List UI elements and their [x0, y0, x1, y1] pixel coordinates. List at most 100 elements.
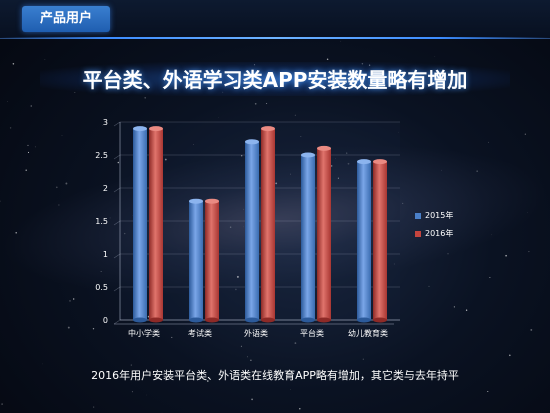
- bar: [261, 128, 275, 320]
- y-tick-label: 2.5: [95, 151, 108, 160]
- star: [299, 408, 301, 410]
- star: [441, 169, 442, 171]
- star: [476, 170, 478, 172]
- star: [488, 141, 489, 143]
- star: [489, 277, 491, 278]
- star: [0, 200, 1, 202]
- star: [428, 285, 430, 287]
- tab-label: 产品用户: [39, 11, 92, 26]
- star: [61, 135, 63, 136]
- star: [330, 165, 333, 167]
- star: [30, 105, 32, 107]
- bar-base: [133, 317, 147, 323]
- legend-label-2015: 2015年: [425, 211, 454, 220]
- star: [9, 127, 12, 129]
- y-tick-label: 2: [103, 184, 108, 193]
- star: [229, 226, 232, 229]
- chart-caption: 2016年用户安装平台类、外语类在线教育APP略有增加，其它类与去年持平: [91, 369, 459, 382]
- star: [347, 162, 350, 165]
- star: [207, 380, 209, 382]
- legend-swatch-2016: [415, 230, 421, 237]
- star: [15, 232, 17, 234]
- bar: [189, 201, 203, 320]
- star: [193, 144, 194, 145]
- star: [55, 186, 58, 189]
- star: [235, 288, 237, 291]
- star: [65, 182, 68, 185]
- bar-top: [357, 159, 371, 165]
- bar-top: [317, 145, 331, 151]
- header-bar: 产品用户: [0, 0, 550, 39]
- legend-swatch-2015: [415, 212, 421, 219]
- star: [164, 158, 167, 161]
- star: [12, 63, 15, 65]
- star: [100, 271, 102, 272]
- star: [67, 326, 70, 329]
- star: [491, 234, 493, 236]
- y-tick-label: 1.5: [95, 217, 108, 226]
- bar: [133, 128, 147, 320]
- bar: [149, 128, 163, 320]
- star: [124, 232, 126, 235]
- bar-top: [245, 139, 259, 145]
- gridline-depth: [113, 154, 121, 160]
- gridline-depth: [113, 319, 121, 325]
- star: [294, 114, 296, 116]
- star: [266, 102, 268, 105]
- star: [275, 182, 278, 185]
- bar-base: [245, 317, 259, 323]
- star: [524, 133, 526, 135]
- bar: [357, 161, 371, 320]
- bar-base: [317, 317, 331, 323]
- star: [326, 58, 329, 60]
- legend-label-2016: 2016年: [425, 229, 454, 238]
- star: [109, 217, 111, 219]
- star: [25, 169, 27, 172]
- star: [1, 403, 3, 405]
- star: [393, 263, 395, 265]
- star: [250, 359, 252, 361]
- star: [171, 336, 173, 338]
- x-tick-label: 幼儿教育类: [348, 328, 388, 338]
- star: [337, 177, 339, 179]
- star: [290, 389, 291, 390]
- star: [243, 208, 245, 210]
- star: [144, 97, 146, 99]
- x-tick-label: 中小学类: [128, 328, 160, 338]
- y-tick-label: 3: [103, 118, 108, 127]
- bar: [373, 161, 387, 320]
- star: [241, 155, 243, 157]
- y-tick-label: 0.5: [95, 283, 108, 292]
- star: [236, 275, 239, 278]
- chart-legend: 2015年 2016年: [415, 210, 453, 246]
- star: [346, 152, 348, 154]
- star: [34, 146, 36, 148]
- bar-base: [205, 317, 219, 323]
- star: [509, 354, 511, 357]
- bar-top: [261, 126, 275, 132]
- star: [335, 158, 336, 159]
- bar-top: [189, 198, 203, 204]
- gridline-depth: [113, 286, 121, 292]
- tab-product-users[interactable]: 产品用户: [22, 6, 110, 32]
- star: [44, 59, 46, 60]
- star: [300, 136, 302, 137]
- star: [131, 391, 133, 393]
- star: [130, 364, 132, 366]
- plot-area: [120, 122, 400, 320]
- star: [69, 300, 71, 302]
- bar-top: [149, 126, 163, 132]
- star: [92, 328, 95, 330]
- y-tick-label: 0: [103, 316, 108, 325]
- bar: [301, 155, 315, 320]
- star: [7, 101, 8, 102]
- bar-top: [373, 159, 387, 165]
- star: [240, 345, 242, 347]
- star: [465, 309, 468, 311]
- star: [294, 342, 297, 344]
- star: [434, 56, 436, 57]
- title-glow: [40, 62, 510, 96]
- star: [167, 374, 169, 376]
- page-title: 平台类、外语学习类APP安装数量略有增加: [82, 68, 468, 92]
- x-tick-label: 外语类: [244, 328, 268, 338]
